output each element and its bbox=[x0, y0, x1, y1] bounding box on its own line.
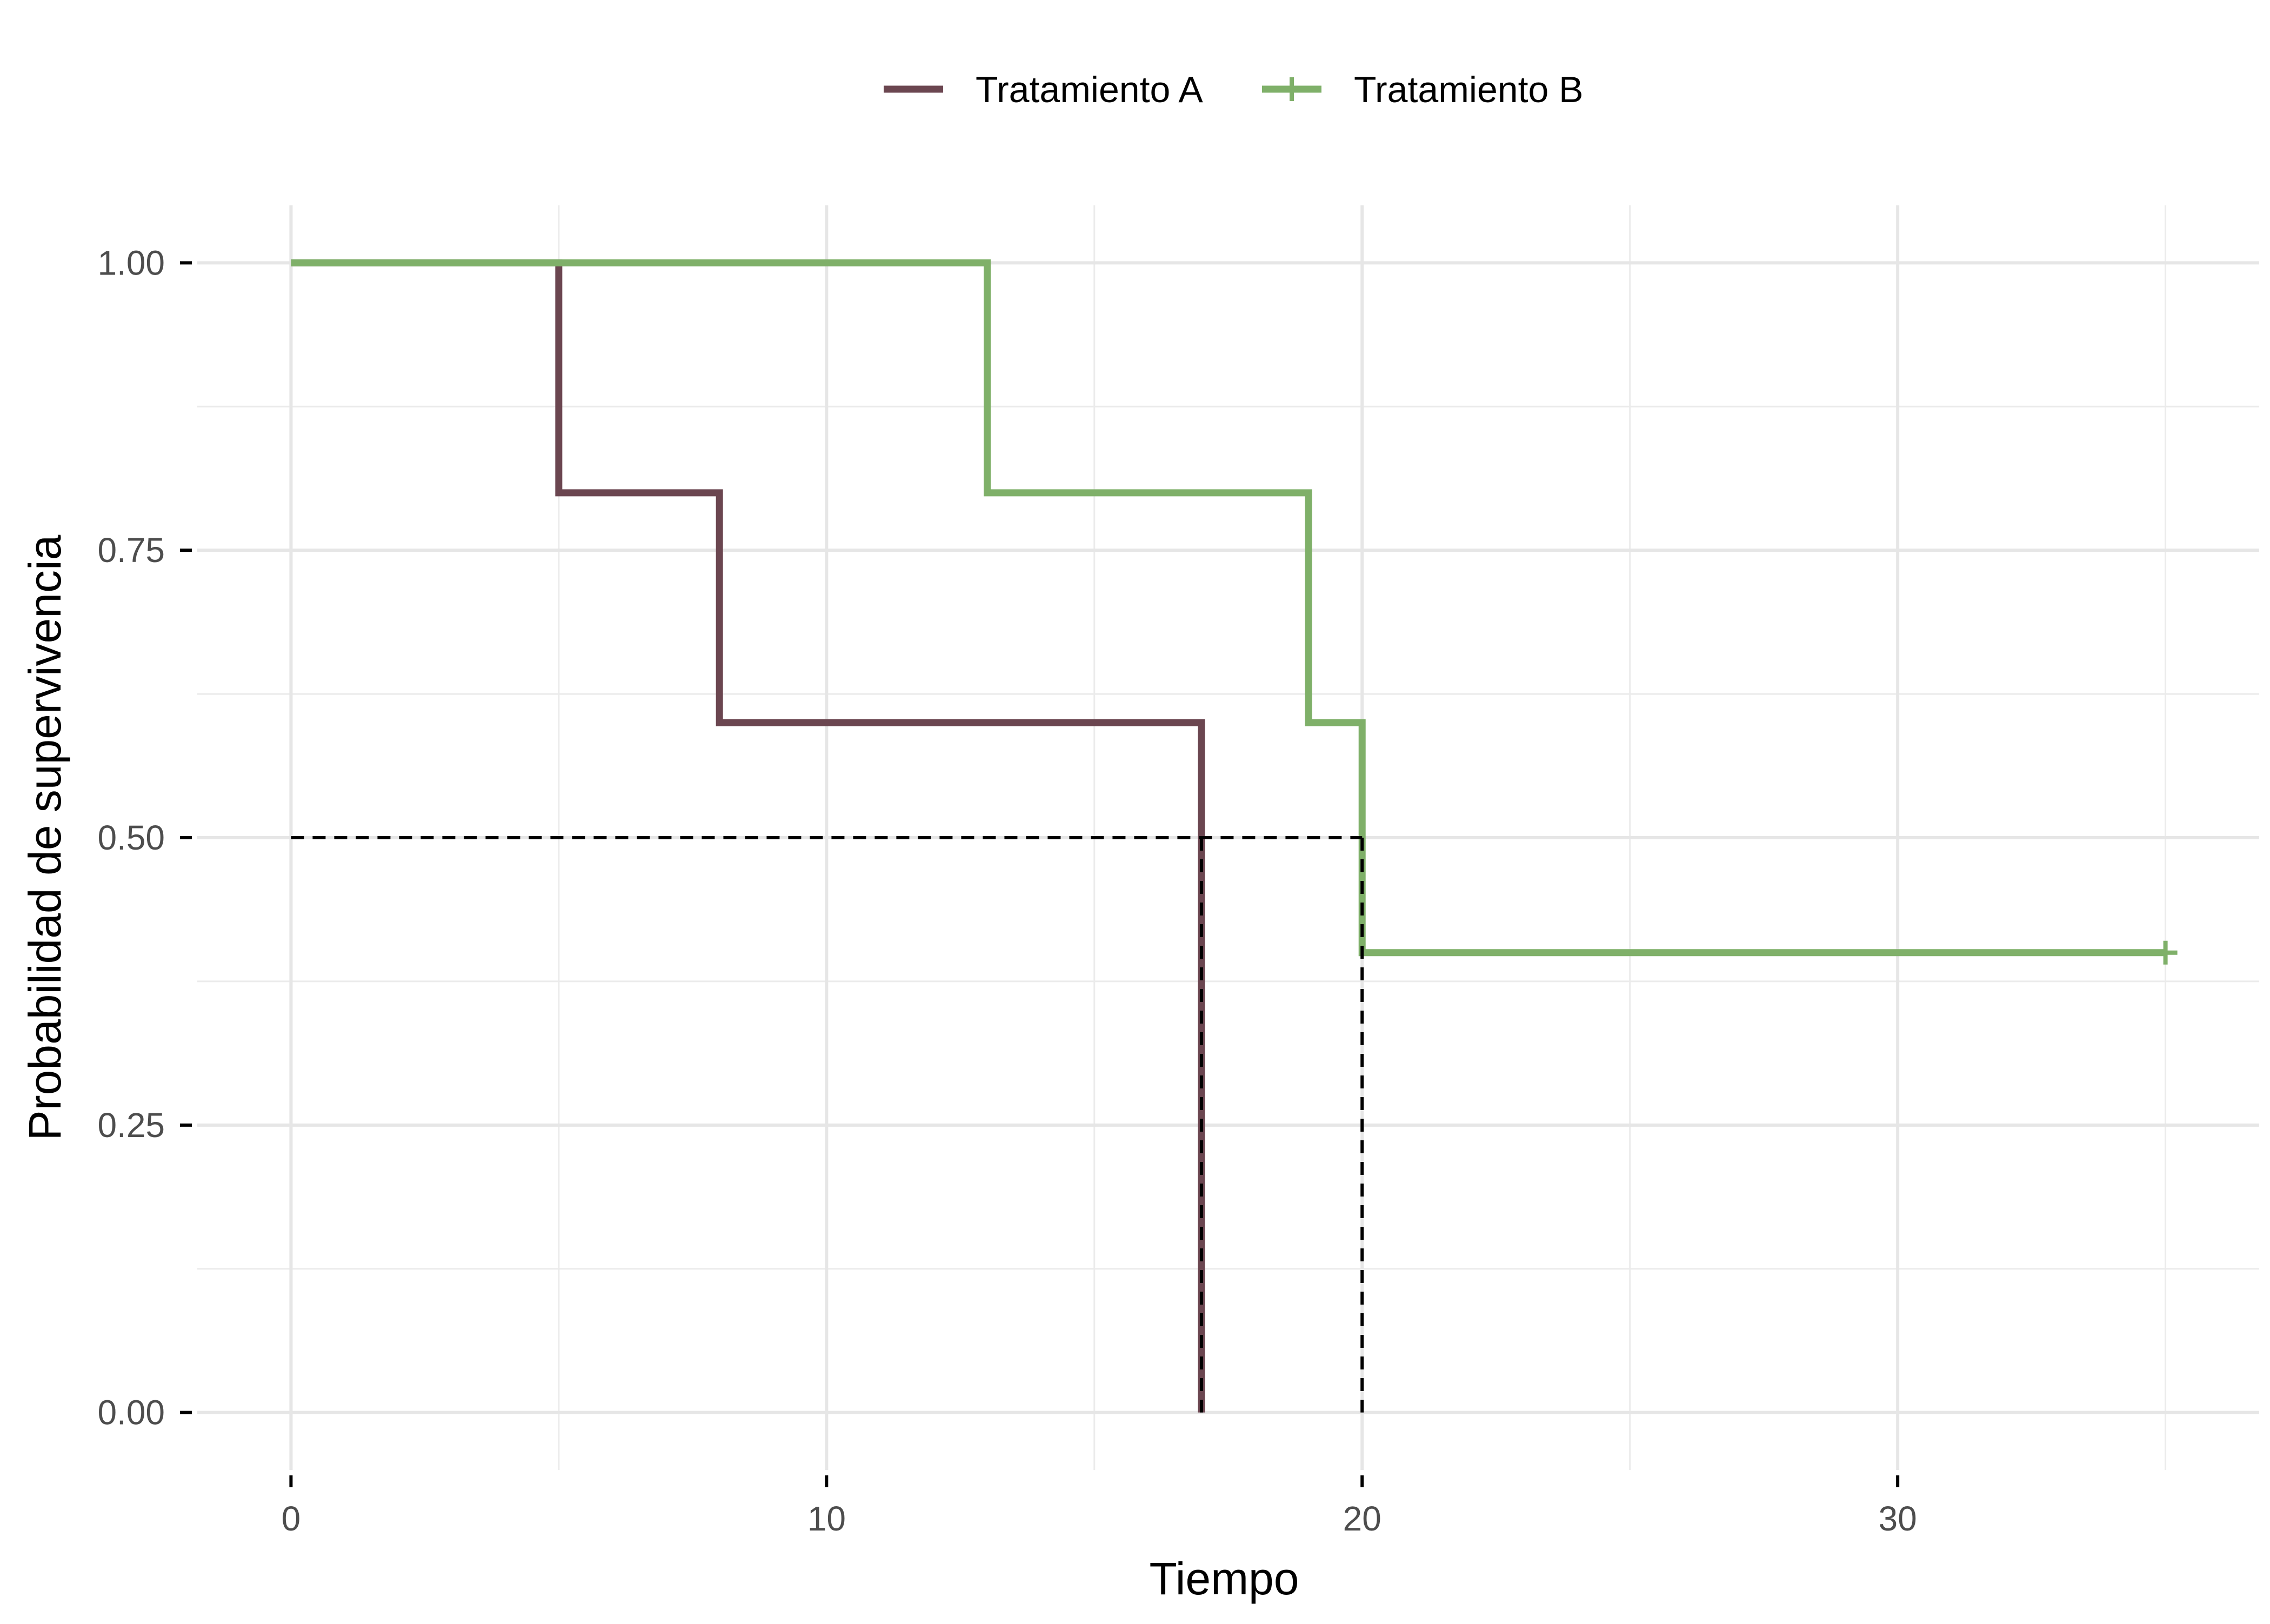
y-axis-title: Probabilidad de supervivencia bbox=[19, 534, 70, 1140]
median-lines bbox=[291, 836, 1364, 1413]
x-axis-title: Tiempo bbox=[1150, 1553, 1299, 1604]
y-tick-label: 0.75 bbox=[97, 531, 165, 570]
x-tick-label: 30 bbox=[1879, 1499, 1917, 1538]
legend-label: Tratamiento A bbox=[976, 69, 1203, 110]
legend-label: Tratamiento B bbox=[1354, 69, 1584, 110]
y-tick-label: 0.25 bbox=[97, 1106, 165, 1145]
y-tick-label: 0.00 bbox=[97, 1393, 165, 1432]
grid bbox=[197, 205, 2259, 1470]
legend: Tratamiento A Tratamiento B bbox=[884, 69, 1584, 110]
x-tick-label: 20 bbox=[1343, 1499, 1381, 1538]
y-tick-label: 0.50 bbox=[97, 818, 165, 857]
y-tick-label: 1.00 bbox=[97, 243, 165, 282]
axes: 0 10 20 30 0.00 0.25 0.50 0.75 1.00 bbox=[97, 243, 1917, 1538]
survival-curve-b bbox=[291, 259, 2166, 957]
x-tick-label: 10 bbox=[807, 1499, 846, 1538]
x-tick-label: 0 bbox=[282, 1499, 301, 1538]
